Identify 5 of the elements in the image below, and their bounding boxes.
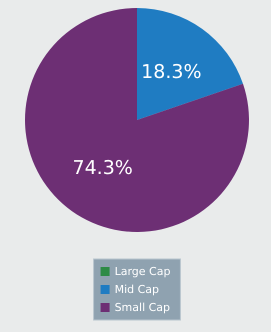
legend-label: Small Cap bbox=[114, 301, 170, 314]
data-label: 74.3% bbox=[72, 156, 133, 179]
data-label: 18.3% bbox=[141, 61, 202, 84]
legend-label: Mid Cap bbox=[114, 283, 160, 296]
legend-label: Large Cap bbox=[114, 265, 170, 278]
